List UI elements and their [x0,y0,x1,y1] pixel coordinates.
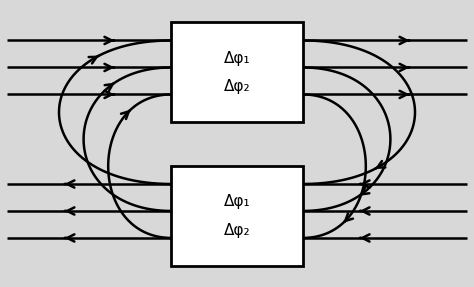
Text: Δφ₁: Δφ₁ [224,51,250,66]
Text: Δφ₁: Δφ₁ [224,194,250,210]
Bar [172,166,302,266]
Text: Δφ₂: Δφ₂ [224,79,250,94]
Text: Δφ₂: Δφ₂ [224,222,250,238]
Bar [172,22,302,122]
